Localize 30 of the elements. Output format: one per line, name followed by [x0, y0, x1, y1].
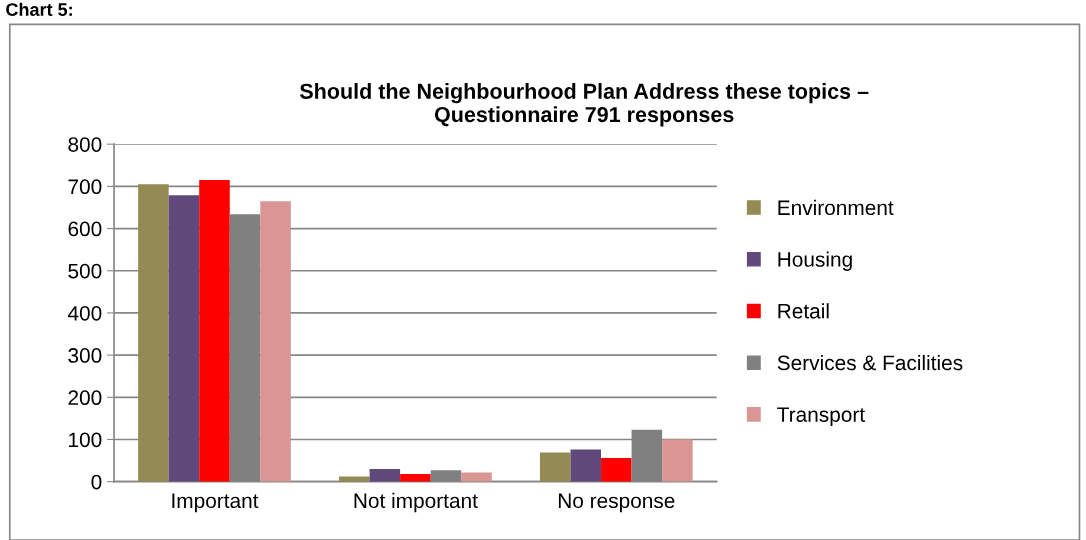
- bar: [461, 472, 492, 482]
- y-tick-label: 0: [91, 474, 102, 490]
- bar: [601, 458, 632, 482]
- y-tick-label: 200: [68, 390, 102, 406]
- bar: [199, 180, 230, 482]
- bar: [539, 452, 571, 482]
- y-tick-label: 500: [68, 263, 102, 279]
- bar: [570, 449, 602, 482]
- x-tick-label: No response: [558, 493, 675, 513]
- x-tick-label: Important: [172, 493, 259, 513]
- legend-label: Transport: [777, 407, 865, 427]
- bar: [662, 439, 693, 482]
- bar: [138, 184, 169, 482]
- y-tick-label: 300: [68, 348, 102, 363]
- y-tick-label: 800: [68, 137, 102, 152]
- legend-label: Retail: [778, 303, 829, 319]
- legend-label: Services & Facilities: [777, 354, 963, 371]
- bar: [369, 469, 401, 482]
- bar: [260, 201, 291, 482]
- x-tick-label: Not important: [354, 492, 478, 513]
- bar: [400, 474, 431, 482]
- chart-title: Should the Neighbourhood Plan Address these topics – Questionnaire 791 responses: [299, 83, 869, 127]
- legend-label: Environment: [778, 199, 894, 216]
- caption: Chart 5:: [6, 2, 72, 16]
- bar: [168, 195, 200, 482]
- y-tick-label: 700: [68, 179, 102, 195]
- legend-label: Housing: [778, 251, 852, 271]
- y-tick-label: 100: [69, 432, 102, 448]
- y-tick-label: 600: [68, 221, 102, 237]
- y-tick-label: 400: [67, 305, 102, 321]
